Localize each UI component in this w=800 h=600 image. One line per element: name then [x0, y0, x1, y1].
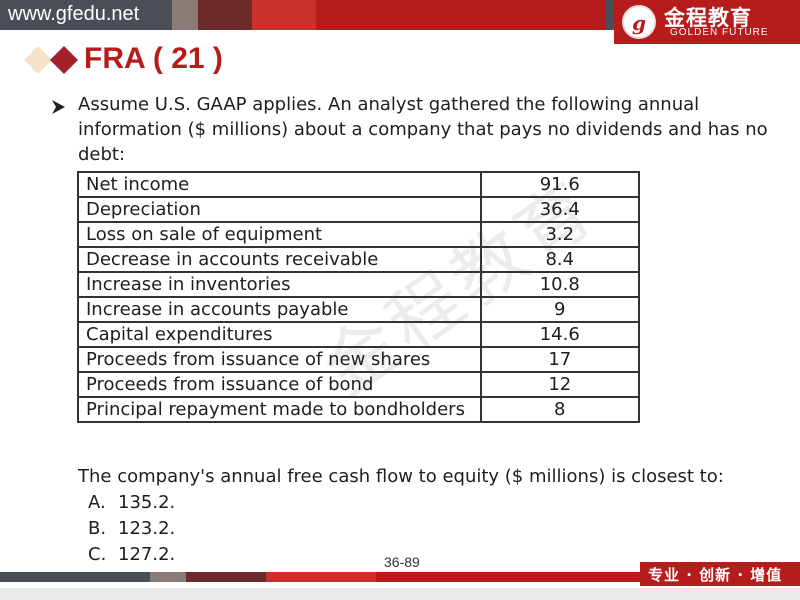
footer-accent-block: [0, 572, 150, 582]
row-value: 14.6: [479, 321, 641, 348]
financial-data-table: Net income 91.6 Depreciation 36.4 Loss on sa…: [77, 171, 641, 423]
row-label: Loss on sale of equipment: [77, 221, 482, 248]
answer-option-a[interactable]: A. 135.2.: [88, 492, 175, 513]
row-label: Principal repayment made to bondholders: [77, 396, 482, 423]
question-text: The company's annual free cash flow to e…: [78, 466, 724, 487]
header-accent-block: [172, 0, 198, 30]
answer-option-b[interactable]: B. 123.2.: [88, 518, 175, 539]
row-label: Increase in accounts payable: [77, 296, 482, 323]
row-value: 8: [479, 396, 641, 423]
footer-accent-block: [186, 572, 266, 582]
row-label: Proceeds from issuance of new shares: [77, 346, 482, 373]
footer-accent-block: [266, 572, 376, 582]
footer-base-strip: [0, 588, 800, 600]
row-value: 91.6: [479, 171, 641, 198]
row-value: 36.4: [479, 196, 641, 223]
page-number: 36-89: [384, 554, 420, 570]
header-accent-block: [252, 0, 316, 30]
row-value: 17: [479, 346, 641, 373]
row-value: 8.4: [479, 246, 641, 273]
diamond-title-icon: [24, 46, 78, 74]
row-label: Decrease in accounts receivable: [77, 246, 482, 273]
row-label: Proceeds from issuance of bond: [77, 371, 482, 398]
row-value: 9: [479, 296, 641, 323]
brand-logo: g 金程教育 GOLDEN FUTURE: [614, 0, 800, 44]
table-row: Proceeds from issuance of new shares 17: [77, 346, 641, 373]
table-row: Net income 91.6: [77, 171, 641, 198]
table-row: Loss on sale of equipment 3.2: [77, 221, 641, 248]
table-row: Increase in accounts payable 9: [77, 296, 641, 323]
problem-statement: Assume U.S. GAAP applies. An analyst gat…: [78, 94, 768, 165]
logo-english-name: GOLDEN FUTURE: [670, 27, 769, 38]
footer-accent-block: [376, 572, 640, 582]
header-accent-block: [198, 0, 252, 30]
row-label: Depreciation: [77, 196, 482, 223]
option-text: 127.2.: [118, 544, 176, 565]
table-row: Principal repayment made to bondholders 8: [77, 396, 641, 423]
site-url[interactable]: www.gfedu.net: [8, 3, 140, 25]
table-row: Proceeds from issuance of bond 12: [77, 371, 641, 398]
table-row: Capital expenditures 14.6: [77, 321, 641, 348]
table-row: Depreciation 36.4: [77, 196, 641, 223]
footer-slogan: 专业 · 创新 · 增值: [648, 566, 783, 584]
slide-title: FRA ( 21 ): [84, 42, 223, 75]
row-label: Net income: [77, 171, 482, 198]
header-accent-block: [316, 0, 606, 30]
table-row: Decrease in accounts receivable 8.4: [77, 246, 641, 273]
row-value: 12: [479, 371, 641, 398]
option-letter: A.: [88, 492, 106, 513]
row-value: 3.2: [479, 221, 641, 248]
row-label: Increase in inventories: [77, 271, 482, 298]
row-value: 10.8: [479, 271, 641, 298]
logo-emblem-icon: g: [622, 5, 656, 39]
footer-slogan-box: 专业 · 创新 · 增值: [640, 562, 800, 586]
option-text: 135.2.: [118, 492, 176, 513]
option-text: 123.2.: [118, 518, 176, 539]
arrow-bullet-icon: [52, 100, 65, 114]
logo-chinese-name: 金程教育: [664, 6, 752, 30]
footer-accent-block: [150, 572, 186, 582]
option-letter: C.: [88, 544, 107, 565]
table-row: Increase in inventories 10.8: [77, 271, 641, 298]
option-letter: B.: [88, 518, 107, 539]
row-label: Capital expenditures: [77, 321, 482, 348]
answer-option-c[interactable]: C. 127.2.: [88, 544, 175, 565]
